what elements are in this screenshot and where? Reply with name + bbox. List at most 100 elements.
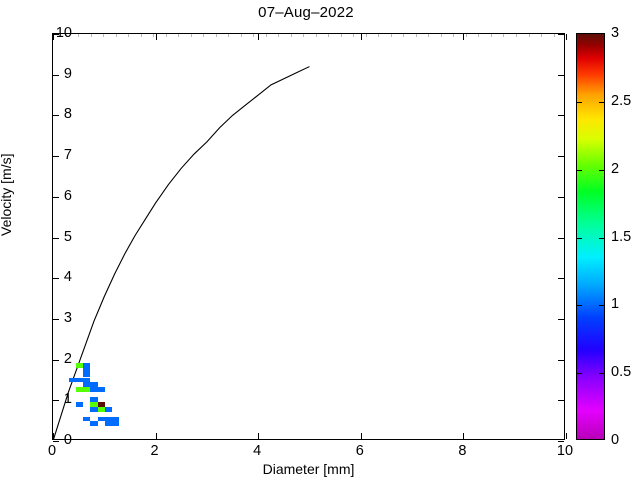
histogram-cell [76, 362, 84, 368]
histogram-cell [90, 401, 98, 407]
y-tick-label: 1 [63, 391, 72, 408]
x-tick [258, 433, 260, 439]
histogram-cell [90, 397, 98, 402]
y-tick [53, 34, 59, 35]
y-tick-label: 10 [55, 25, 72, 41]
x-tick-top [258, 34, 260, 40]
histogram-cell [76, 387, 84, 393]
top-minor-tick [228, 34, 230, 37]
colorbar-tick [577, 373, 582, 375]
top-minor-tick [240, 34, 242, 37]
x-tick-top [360, 34, 362, 40]
x-tick [360, 433, 362, 439]
x-tick-label: 2 [150, 443, 159, 459]
top-minor-tick [378, 34, 380, 37]
y-tick-right [558, 74, 564, 76]
x-tick-label: 10 [556, 443, 574, 459]
y-tick-right [558, 34, 564, 35]
colorbar [576, 33, 605, 440]
histogram-cell [90, 387, 98, 393]
histogram-cell [83, 362, 91, 368]
colorbar-tick-right [599, 305, 604, 307]
top-minor-tick [203, 34, 205, 37]
histogram-cell [97, 387, 105, 393]
histogram-cell [83, 387, 91, 393]
top-minor-tick [328, 34, 330, 37]
histogram-cell [104, 416, 112, 422]
top-minor-tick [541, 34, 542, 37]
x-tick [463, 433, 465, 439]
colorbar-tick-right [599, 101, 604, 103]
x-tick-label: 8 [458, 443, 467, 459]
x-tick [566, 433, 567, 439]
histogram-cell [111, 416, 120, 422]
y-tick-label: 0 [63, 432, 72, 448]
y-tick [53, 196, 59, 198]
y-axis-title: Velocity [m/s] [0, 153, 14, 236]
histogram-cell [104, 406, 112, 412]
top-minor-tick [553, 34, 555, 37]
colorbar-tick-label: 1 [611, 296, 620, 313]
histogram-cell [90, 421, 98, 427]
top-minor-tick [516, 34, 517, 37]
y-tick-label: 2 [63, 350, 72, 367]
top-minor-tick [215, 34, 217, 37]
top-minor-tick [403, 34, 405, 37]
y-tick [53, 278, 59, 280]
colorbar-tick-right [599, 373, 604, 375]
top-minor-tick [278, 34, 280, 37]
top-minor-tick [265, 34, 267, 37]
x-tick-top [53, 34, 54, 40]
top-minor-tick [128, 34, 130, 37]
top-minor-tick [78, 34, 79, 37]
histogram-cell [111, 421, 120, 427]
y-tick-label: 5 [63, 228, 72, 245]
y-tick [53, 441, 59, 442]
y-tick [53, 359, 59, 361]
y-tick-label: 8 [63, 106, 72, 123]
y-tick [53, 237, 59, 239]
y-tick-right [558, 115, 564, 117]
colorbar-tick-right [599, 169, 604, 171]
top-minor-tick [103, 34, 104, 37]
terminal-velocity-curve [53, 66, 310, 439]
top-minor-tick [190, 34, 192, 37]
top-minor-tick [415, 34, 417, 37]
top-minor-tick [478, 34, 480, 37]
top-minor-tick [353, 34, 355, 37]
top-minor-tick [390, 34, 392, 37]
top-minor-tick [490, 34, 492, 37]
histogram-cell [97, 416, 105, 422]
histogram-cell [83, 372, 91, 378]
y-tick-label: 4 [63, 269, 72, 286]
y-tick-right [558, 441, 564, 442]
histogram-cell [83, 377, 91, 383]
y-tick-right [558, 400, 564, 402]
top-minor-tick [315, 34, 317, 37]
top-minor-tick [528, 34, 530, 37]
x-tick [53, 433, 54, 439]
top-minor-tick [253, 34, 255, 37]
top-minor-tick [503, 34, 505, 37]
colorbar-tick-label: 3 [611, 25, 620, 41]
y-tick-right [558, 359, 564, 361]
colorbar-tick [577, 237, 582, 239]
histogram-cell [83, 416, 91, 422]
histogram-cell [97, 406, 105, 412]
y-tick-label: 6 [63, 187, 72, 204]
y-tick-right [558, 237, 564, 239]
colorbar-tick [577, 305, 582, 307]
histogram-cell [90, 382, 98, 388]
top-minor-tick [115, 34, 117, 37]
colorbar-tick-label: 2.5 [611, 92, 632, 109]
x-tick-top [463, 34, 465, 40]
top-minor-tick [303, 34, 305, 37]
top-minor-tick [153, 34, 155, 37]
top-minor-tick [65, 34, 67, 37]
histogram-cell [104, 421, 112, 427]
y-tick-label: 3 [63, 309, 72, 326]
y-tick-right [558, 196, 564, 198]
colorbar-tick [577, 169, 582, 171]
y-tick-right [558, 318, 564, 320]
y-tick-label: 9 [63, 65, 72, 82]
